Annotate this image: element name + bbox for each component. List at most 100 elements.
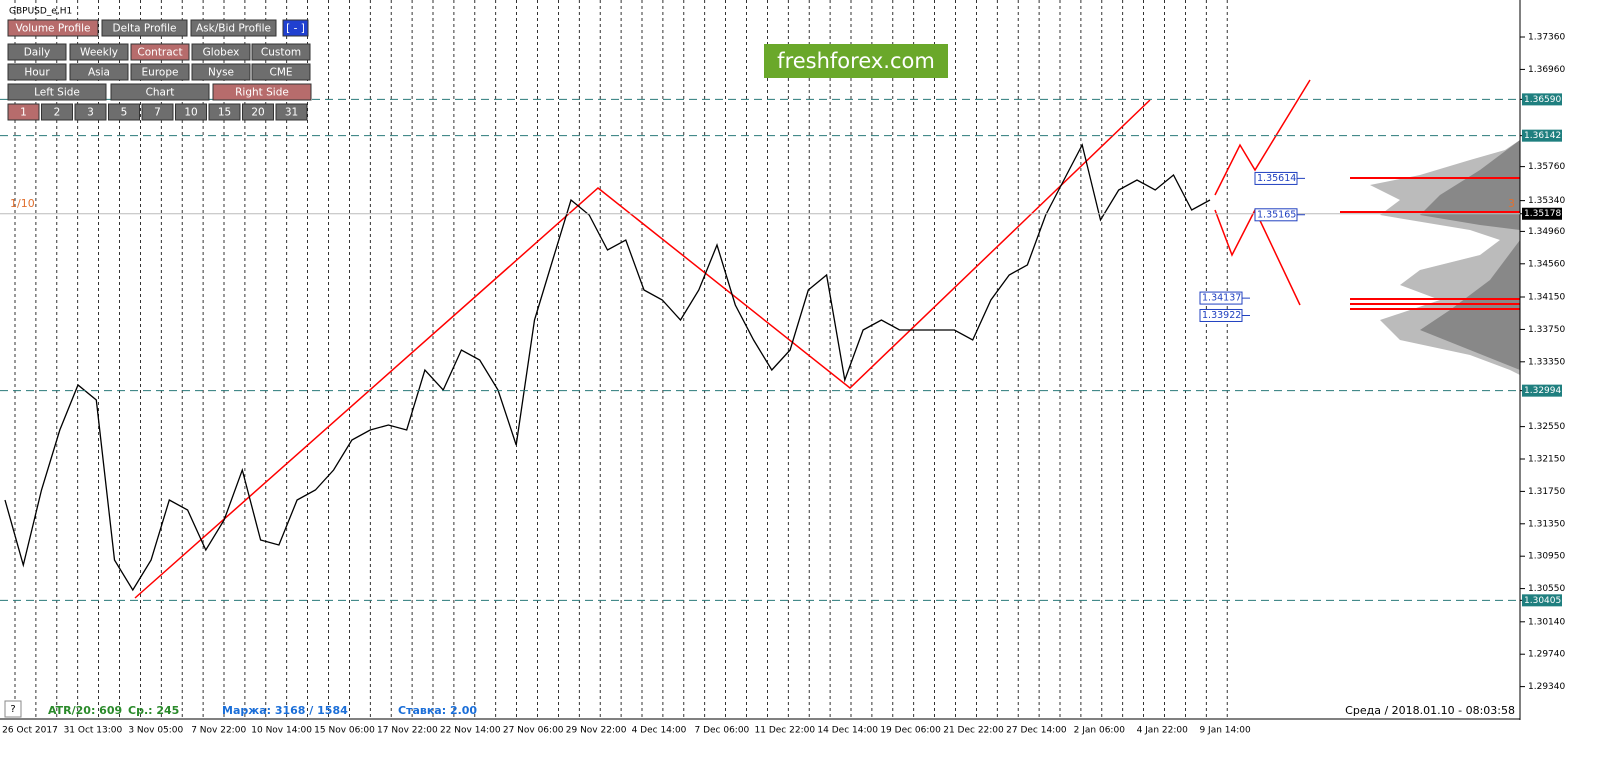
y-tick-label: 1.36960 <box>1528 65 1565 75</box>
button-label[interactable]: Hour <box>24 67 50 79</box>
toolbar-button[interactable] <box>41 103 73 121</box>
toolbar-button[interactable] <box>69 63 129 81</box>
y-tick-label: 1.31750 <box>1528 487 1565 497</box>
button-label[interactable]: 5 <box>121 107 128 119</box>
toolbar-button[interactable] <box>7 19 99 37</box>
toolbar-button[interactable] <box>7 63 67 81</box>
x-tick-label: 2 Jan 06:00 <box>1074 726 1126 736</box>
note: 3 <box>1508 197 1515 210</box>
y-tick-label: 1.32550 <box>1528 422 1565 432</box>
toolbar-button[interactable] <box>74 103 107 121</box>
y-tick-label: 1.34150 <box>1528 293 1565 303</box>
current-tag <box>1522 207 1562 220</box>
toolbar-button[interactable] <box>108 103 140 121</box>
toolbar-button[interactable] <box>251 43 311 61</box>
help[interactable]: ? <box>10 704 15 715</box>
level-tag <box>1522 93 1562 106</box>
x-tick-label: 22 Nov 14:00 <box>440 726 501 736</box>
zigzag <box>134 79 1311 599</box>
toolbar-button[interactable] <box>282 19 309 37</box>
button-label[interactable]: Delta Profile <box>113 23 177 35</box>
toolbar-button[interactable] <box>69 43 129 61</box>
toolbar-button[interactable] <box>7 103 40 121</box>
rate: Ставка: 2.00 <box>398 704 477 717</box>
level-label: 1.33922 <box>1202 310 1241 321</box>
button-label[interactable]: Chart <box>146 87 175 99</box>
button-label[interactable]: 2 <box>54 107 61 119</box>
level-label: 1.35614 <box>1257 173 1296 184</box>
y-tick-label: 1.37360 <box>1528 33 1565 43</box>
button-label[interactable]: Asia <box>88 67 110 79</box>
button-label[interactable]: [ - ] <box>286 23 305 35</box>
button-label[interactable]: Globex <box>203 47 240 59</box>
y-tick-label: 1.30950 <box>1528 552 1565 562</box>
toolbar-button[interactable] <box>242 103 274 121</box>
toolbar-button[interactable] <box>190 19 277 37</box>
toolbar-button[interactable] <box>191 43 251 61</box>
button-label[interactable]: CME <box>269 67 292 79</box>
x-tick-label: 31 Oct 13:00 <box>64 726 123 736</box>
toolbar-button[interactable] <box>110 83 210 101</box>
level-box <box>1254 208 1298 222</box>
logo: freshforex.com <box>777 49 935 73</box>
toolbar-button[interactable] <box>275 103 308 121</box>
x-tick-label: 7 Nov 22:00 <box>191 726 246 736</box>
x-tick-label: 19 Dec 06:00 <box>880 726 941 736</box>
button-label[interactable]: Nyse <box>208 67 234 79</box>
atr: ATR/20: 609 <box>48 704 122 717</box>
y-tick-label: 1.29740 <box>1528 650 1565 660</box>
button-label[interactable]: Right Side <box>235 87 289 99</box>
y-tick-label: 1.33750 <box>1528 325 1565 335</box>
profile-poc <box>1340 177 1520 310</box>
x-tick-label: 14 Dec 14:00 <box>817 726 878 736</box>
toolbar-button[interactable] <box>208 103 241 121</box>
toolbar-button[interactable] <box>141 103 174 121</box>
button-label[interactable]: Europe <box>142 67 179 79</box>
symbol: GBPUSD_e,H1 <box>9 7 72 17</box>
y-tick-label: 1.35340 <box>1528 196 1565 206</box>
x-tick-label: 11 Dec 22:00 <box>755 726 816 736</box>
toolbar-button[interactable] <box>191 63 251 81</box>
button-label[interactable]: Weekly <box>80 47 118 59</box>
x-tick-label: 4 Dec 14:00 <box>632 726 687 736</box>
toolbar-button[interactable] <box>101 19 188 37</box>
button-label[interactable]: 31 <box>285 107 298 119</box>
button-label[interactable]: Ask/Bid Profile <box>196 23 271 35</box>
y-tick-label: 1.34960 <box>1528 227 1565 237</box>
button-label[interactable]: 3 <box>87 107 94 119</box>
y-tick-label: 1.32150 <box>1528 455 1565 465</box>
x-tick-label: 27 Dec 14:00 <box>1006 726 1067 736</box>
toolbar-button[interactable] <box>212 83 312 101</box>
y-tick-label: 1.29340 <box>1528 682 1565 692</box>
level-tag <box>1522 129 1562 142</box>
x-tick-label: 10 Nov 14:00 <box>251 726 312 736</box>
button-label[interactable]: 10 <box>184 107 197 119</box>
toolbar-button[interactable] <box>175 103 207 121</box>
note: 1/10 <box>10 197 35 210</box>
button-label[interactable]: Custom <box>261 47 301 59</box>
logo-box <box>764 44 948 78</box>
button-label[interactable]: 1 <box>20 107 27 119</box>
x-tick-label: 3 Nov 05:00 <box>128 726 183 736</box>
toolbar-button[interactable] <box>251 63 311 81</box>
toolbar-button[interactable] <box>130 43 190 61</box>
volume-profile-dark <box>1420 140 1520 370</box>
toolbar-button[interactable] <box>130 63 190 81</box>
button-label[interactable]: Daily <box>24 47 51 59</box>
button-label[interactable]: Left Side <box>34 87 80 99</box>
margin: Маржа: 3168 / 1584 <box>222 704 348 717</box>
button-label[interactable]: 15 <box>218 107 231 119</box>
toolbar-button[interactable] <box>7 43 67 61</box>
button-label[interactable]: 20 <box>251 107 264 119</box>
button-label[interactable]: Contract <box>137 47 182 59</box>
button-label[interactable]: Volume Profile <box>15 23 90 35</box>
x-tick-label: 29 Nov 22:00 <box>566 726 627 736</box>
level-label: 1.34137 <box>1202 293 1241 304</box>
toolbar-button[interactable] <box>7 83 107 101</box>
help-button[interactable] <box>4 700 22 718</box>
y-tick-label: 1.35760 <box>1528 162 1565 172</box>
x-tick-label: 27 Nov 06:00 <box>503 726 564 736</box>
button-label[interactable]: 7 <box>154 107 161 119</box>
